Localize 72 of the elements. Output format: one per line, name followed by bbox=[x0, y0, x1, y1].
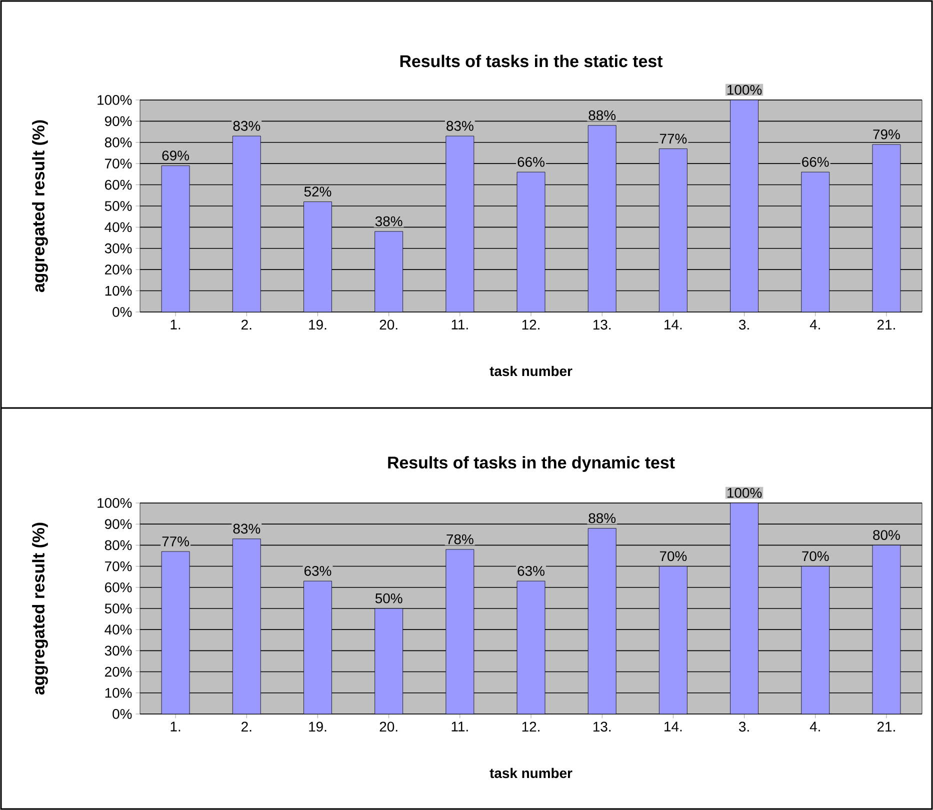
data-label: 83% bbox=[233, 120, 260, 131]
x-tick-label: 3. bbox=[739, 722, 749, 732]
x-tick-label: 1. bbox=[170, 722, 180, 732]
chart-title: Results of tasks in the static test bbox=[400, 54, 663, 68]
x-tick-label: 11. bbox=[452, 722, 468, 732]
x-tick-label: 13. bbox=[593, 722, 611, 732]
data-label: 79% bbox=[873, 129, 900, 140]
data-label: 63% bbox=[304, 566, 332, 576]
data-label: 80% bbox=[873, 530, 900, 540]
x-tick-label: 3. bbox=[739, 320, 749, 330]
x-tick-label: 19. bbox=[309, 722, 326, 732]
y-tick-label: 60% bbox=[105, 582, 132, 592]
data-label: 77% bbox=[660, 134, 687, 144]
data-label: 100% bbox=[728, 84, 762, 95]
data-label: 70% bbox=[660, 551, 687, 562]
x-tick-label: 19. bbox=[309, 320, 326, 330]
data-label: 63% bbox=[518, 566, 544, 576]
data-label: 66% bbox=[802, 156, 829, 167]
data-label: 66% bbox=[518, 156, 544, 167]
y-tick-label: 0% bbox=[112, 307, 132, 317]
y-tick-label: 10% bbox=[105, 286, 132, 296]
data-label: 88% bbox=[588, 513, 616, 524]
data-label: 78% bbox=[446, 534, 474, 544]
y-tick-label: 30% bbox=[104, 646, 132, 656]
y-axis-title: aggregated result (%) bbox=[32, 522, 48, 695]
y-tick-label: 100% bbox=[98, 95, 132, 105]
x-tick-label: 13. bbox=[593, 320, 611, 330]
data-label: 50% bbox=[375, 593, 402, 604]
data-label: 100% bbox=[728, 488, 762, 498]
x-tick-label: 21. bbox=[877, 320, 895, 330]
chart-title: Results of tasks in the dynamic test bbox=[388, 456, 675, 472]
x-tick-label: 21. bbox=[877, 722, 895, 732]
y-tick-label: 20% bbox=[105, 666, 132, 677]
y-tick-label: 90% bbox=[104, 116, 132, 126]
x-tick-label: 4. bbox=[810, 320, 820, 330]
x-tick-label: 14. bbox=[664, 320, 682, 330]
y-tick-label: 20% bbox=[105, 264, 132, 275]
y-tick-label: 40% bbox=[104, 624, 132, 635]
y-tick-label: 60% bbox=[105, 180, 132, 190]
x-tick-label: 1. bbox=[170, 320, 180, 330]
y-tick-label: 80% bbox=[104, 137, 132, 148]
x-axis-title: task number bbox=[490, 366, 572, 376]
data-label: 88% bbox=[588, 110, 616, 120]
y-axis-title: aggregated result (%) bbox=[32, 120, 48, 292]
data-label: 83% bbox=[446, 120, 474, 131]
data-label: 70% bbox=[802, 551, 829, 562]
data-label: 77% bbox=[162, 536, 190, 546]
x-tick-label: 12. bbox=[522, 722, 540, 732]
x-tick-label: 2. bbox=[242, 722, 252, 732]
x-tick-label: 11. bbox=[452, 320, 468, 330]
x-tick-label: 4. bbox=[810, 722, 820, 732]
y-tick-label: 50% bbox=[104, 201, 132, 211]
data-label: 83% bbox=[233, 524, 260, 534]
data-label: 69% bbox=[162, 150, 190, 161]
y-tick-label: 80% bbox=[104, 540, 132, 550]
y-tick-label: 10% bbox=[105, 688, 132, 698]
x-tick-label: 14. bbox=[664, 722, 682, 732]
x-axis-title: task number bbox=[490, 768, 572, 778]
y-tick-label: 70% bbox=[105, 158, 132, 169]
y-tick-label: 100% bbox=[98, 498, 132, 508]
y-tick-label: 50% bbox=[104, 604, 132, 614]
y-tick-label: 70% bbox=[105, 561, 132, 572]
x-tick-label: 2. bbox=[242, 320, 252, 330]
x-tick-label: 20. bbox=[380, 320, 398, 330]
x-tick-label: 20. bbox=[380, 722, 398, 732]
y-tick-label: 40% bbox=[104, 222, 132, 232]
data-label: 52% bbox=[304, 186, 332, 197]
y-tick-label: 0% bbox=[112, 709, 132, 719]
data-label: 38% bbox=[375, 216, 402, 226]
x-tick-label: 12. bbox=[522, 320, 540, 330]
y-tick-label: 90% bbox=[104, 519, 132, 530]
y-tick-label: 30% bbox=[104, 243, 132, 254]
